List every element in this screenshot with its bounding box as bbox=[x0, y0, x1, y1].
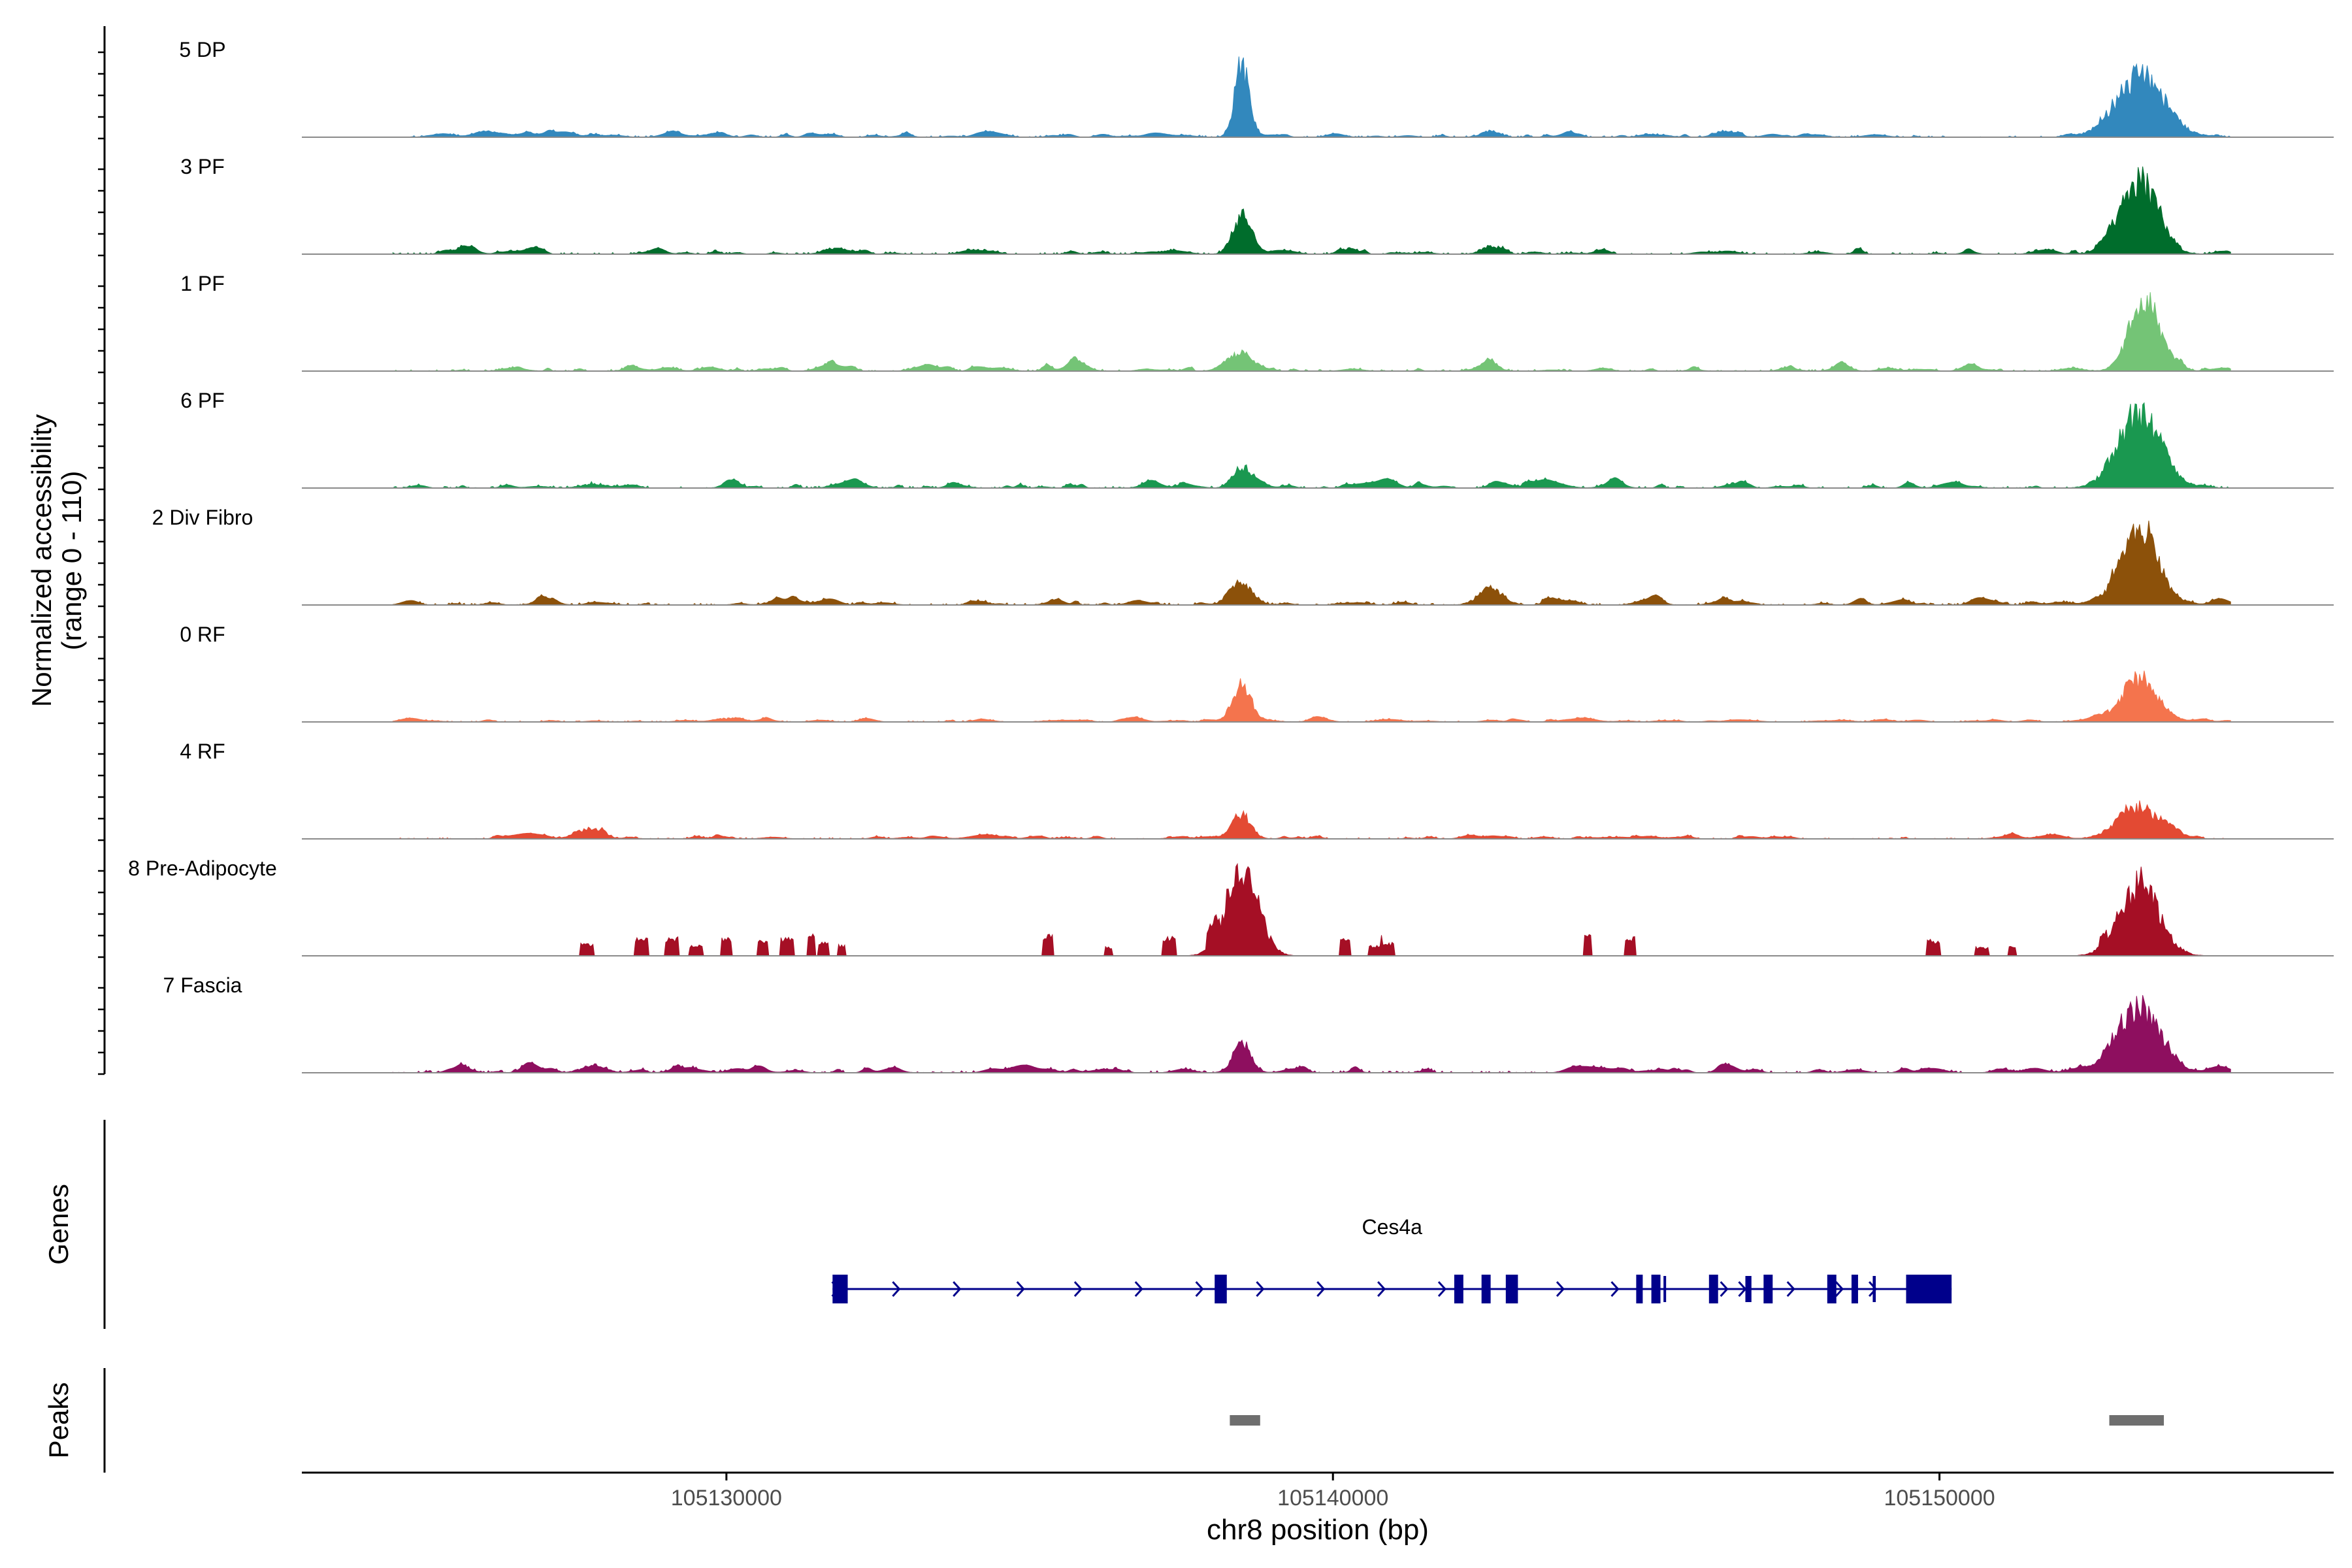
gene-exon-small bbox=[1663, 1276, 1667, 1302]
strand-arrow bbox=[1868, 1281, 1878, 1298]
coverage-area bbox=[393, 292, 2231, 372]
x-tick-label: 105130000 bbox=[671, 1486, 782, 1511]
y-axis bbox=[98, 26, 106, 1075]
gene-exon bbox=[1708, 1275, 1718, 1303]
track-4-rf: 4 RF bbox=[180, 740, 2334, 840]
gene-exon bbox=[832, 1275, 848, 1303]
track-0-rf: 0 RF bbox=[180, 623, 2334, 723]
x-axis-label: chr8 position (bp) bbox=[1207, 1514, 1429, 1546]
strand-arrow bbox=[1256, 1281, 1265, 1298]
track-label: 0 RF bbox=[180, 623, 225, 646]
track-label: 5 DP bbox=[179, 38, 225, 61]
strand-arrow bbox=[892, 1281, 901, 1298]
coverage-area bbox=[393, 56, 2231, 138]
coverage-area bbox=[392, 670, 2231, 723]
strand-arrow bbox=[1195, 1281, 1204, 1298]
strand-arrow bbox=[953, 1281, 962, 1298]
gene-exon bbox=[1215, 1275, 1227, 1303]
gene-label: Ces4a bbox=[1362, 1215, 1422, 1239]
gene-exon bbox=[1636, 1275, 1643, 1303]
track-label: 6 PF bbox=[180, 389, 225, 412]
strand-arrow bbox=[1437, 1281, 1446, 1298]
peaks-axis-label: Peaks bbox=[43, 1382, 74, 1459]
gene-exon bbox=[1827, 1275, 1837, 1303]
strand-arrow bbox=[1738, 1281, 1747, 1298]
coverage-area bbox=[392, 166, 2231, 255]
track-1-pf: 1 PF bbox=[180, 272, 2334, 372]
track-2-div-fibro: 2 Div Fibro bbox=[152, 506, 2334, 606]
y-axis-label-line1: Normalized accessibility bbox=[26, 414, 57, 707]
strand-arrow bbox=[1316, 1281, 1326, 1298]
track-label: 3 PF bbox=[180, 155, 225, 178]
strand-arrow bbox=[1556, 1281, 1565, 1298]
gene-exon bbox=[1454, 1275, 1463, 1303]
x-tick-label: 105150000 bbox=[1884, 1486, 1995, 1511]
track-3-pf: 3 PF bbox=[180, 155, 2334, 255]
x-ticks: 105130000 105140000 105150000 bbox=[671, 1473, 1995, 1511]
strand-arrow bbox=[1720, 1281, 1729, 1298]
genes-panel: Genes Ces4a bbox=[43, 1120, 1952, 1329]
track-5-dp: 5 DP bbox=[179, 38, 2334, 138]
gene-exon bbox=[1851, 1275, 1858, 1303]
peak-regions bbox=[1230, 1415, 2164, 1426]
strand-arrow bbox=[1134, 1281, 1143, 1298]
strand-arrow bbox=[1016, 1281, 1025, 1298]
track-label: 7 Fascia bbox=[163, 973, 242, 997]
strand-arrow bbox=[1610, 1281, 1620, 1298]
peak-region bbox=[1230, 1415, 1260, 1426]
strand-arrow bbox=[1786, 1281, 1795, 1298]
gene-exon-small bbox=[1872, 1276, 1876, 1302]
coverage-tracks: 5 DP 3 PF 1 PF 6 PF 2 Div Fibro 0 RF 4 RF 8 Pre… bbox=[128, 38, 2334, 1073]
strand-arrow bbox=[1377, 1281, 1386, 1298]
y-axis-label-line2: (range 0 - 110) bbox=[56, 471, 87, 651]
peaks-panel: Peaks bbox=[43, 1368, 2164, 1473]
track-label: 1 PF bbox=[180, 272, 225, 295]
track-label: 2 Div Fibro bbox=[152, 506, 253, 529]
x-axis: 105130000 105140000 105150000 chr8 positio… bbox=[302, 1471, 2334, 1546]
gene-exon bbox=[1763, 1275, 1773, 1303]
coverage-area bbox=[392, 520, 2231, 606]
coverage-area bbox=[393, 862, 2231, 956]
gene-exon bbox=[1906, 1275, 1952, 1303]
coverage-area bbox=[392, 995, 2231, 1073]
coverage-area bbox=[391, 402, 2231, 489]
gene-exon bbox=[1505, 1275, 1518, 1303]
coverage-area bbox=[393, 800, 2231, 840]
gene-exon bbox=[1651, 1275, 1661, 1303]
genes-axis-label: Genes bbox=[43, 1184, 74, 1265]
track-label: 8 Pre-Adipocyte bbox=[128, 857, 277, 880]
track-label: 4 RF bbox=[180, 740, 225, 763]
gene-exon-small bbox=[1745, 1276, 1752, 1302]
gene-exon bbox=[1481, 1275, 1491, 1303]
gene-model bbox=[831, 1275, 1952, 1303]
track-8-pre-adipocyte: 8 Pre-Adipocyte bbox=[128, 857, 2334, 956]
x-tick-label: 105140000 bbox=[1277, 1486, 1388, 1511]
strand-arrow bbox=[1835, 1281, 1844, 1298]
peak-region bbox=[2109, 1415, 2164, 1426]
track-7-fascia: 7 Fascia bbox=[163, 973, 2334, 1073]
track-6-pf: 6 PF bbox=[180, 389, 2334, 489]
strand-arrow bbox=[1073, 1281, 1083, 1298]
